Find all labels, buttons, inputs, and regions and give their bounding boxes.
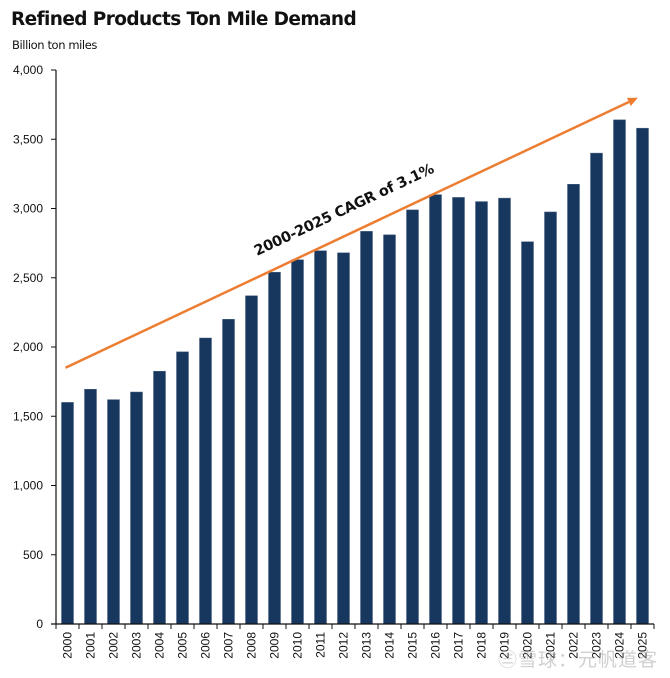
x-tick-label-2017: 2017 [452, 632, 466, 659]
x-tick-label-2015: 2015 [406, 632, 420, 659]
bar-2020 [521, 241, 534, 625]
bar-2007 [222, 319, 235, 625]
x-tick-label-2010: 2010 [291, 632, 305, 659]
y-tick-label: 500 [23, 548, 43, 562]
watermark: ㊂雪球：元帆道客 [498, 649, 659, 671]
x-tick-label-2016: 2016 [429, 632, 443, 659]
bar-2024 [613, 119, 626, 625]
x-tick-label-2014: 2014 [383, 632, 397, 659]
x-tick-label-2023: 2023 [590, 632, 604, 659]
bar-2006 [199, 337, 212, 625]
x-axis: 2000 2001 2002 2003 2004 2005 2006 2007 2008 2009… [51, 623, 655, 659]
bar-2021 [544, 211, 557, 625]
x-tick-label-2018: 2018 [475, 632, 489, 659]
bar-2010 [291, 259, 304, 625]
x-tick-label-2013: 2013 [360, 632, 374, 659]
bar-2014 [383, 234, 396, 625]
bar-2004 [153, 370, 166, 625]
bars-group [61, 119, 649, 625]
y-tick-label: 4,000 [13, 63, 43, 77]
bar-2001 [84, 388, 97, 625]
y-tick-label: 2,500 [13, 271, 43, 285]
bar-2009 [268, 271, 281, 625]
x-tick-label-2019: 2019 [498, 632, 512, 659]
x-tick-label-2008: 2008 [245, 632, 259, 659]
x-tick-label-2009: 2009 [268, 632, 282, 659]
x-tick-label-2001: 2001 [84, 632, 98, 659]
y-tick-label: 1,500 [13, 409, 43, 423]
chart-subtitle: Billion ton miles [12, 38, 97, 52]
x-tick-label-2025: 2025 [636, 632, 650, 659]
y-tick-label: 3,500 [13, 132, 43, 146]
trend-arrow-head [626, 97, 638, 107]
x-tick-label-2020: 2020 [521, 632, 535, 659]
y-tick-label: 1,000 [13, 479, 43, 493]
bar-2013 [360, 231, 373, 625]
trend-arrow-line [64, 100, 630, 369]
bar-2023 [590, 152, 603, 625]
x-tick-label-2000: 2000 [61, 632, 75, 659]
bar-2005 [176, 351, 189, 625]
y-tick-label: 2,000 [13, 340, 43, 354]
x-tick-label-2002: 2002 [107, 632, 121, 659]
x-tick-label-2024: 2024 [613, 632, 627, 659]
bar-2015 [406, 209, 419, 625]
x-tick-label-2003: 2003 [130, 632, 144, 659]
bar-2022 [567, 184, 580, 625]
y-tick-label: 0 [36, 617, 43, 631]
x-tick-label-2007: 2007 [222, 632, 236, 659]
x-tick-label-2006: 2006 [199, 632, 213, 659]
x-tick-label-2011: 2011 [314, 632, 328, 658]
y-axis: 0 500 1,000 1,500 2,000 2,500 3,000 3,500 4,000 [13, 63, 57, 631]
bar-2012 [337, 252, 350, 625]
bar-2017 [452, 197, 465, 625]
x-tick-label-2005: 2005 [176, 632, 190, 659]
bar-2008 [245, 295, 258, 625]
bar-2019 [498, 197, 511, 625]
x-tick-label-2021: 2021 [544, 632, 558, 659]
bar-2000 [61, 402, 74, 625]
bar-2016 [429, 194, 442, 625]
x-tick-label-2012: 2012 [337, 632, 351, 659]
bar-2018 [475, 201, 488, 625]
bar-2003 [130, 391, 143, 625]
bar-2002 [107, 399, 120, 625]
x-tick-label-2004: 2004 [153, 632, 167, 659]
chart-title: Refined Products Ton Mile Demand [11, 9, 357, 30]
y-tick-label: 3,000 [13, 202, 43, 216]
bar-2025 [636, 127, 649, 625]
x-tick-label-2022: 2022 [567, 632, 581, 659]
bar-2011 [314, 250, 327, 625]
